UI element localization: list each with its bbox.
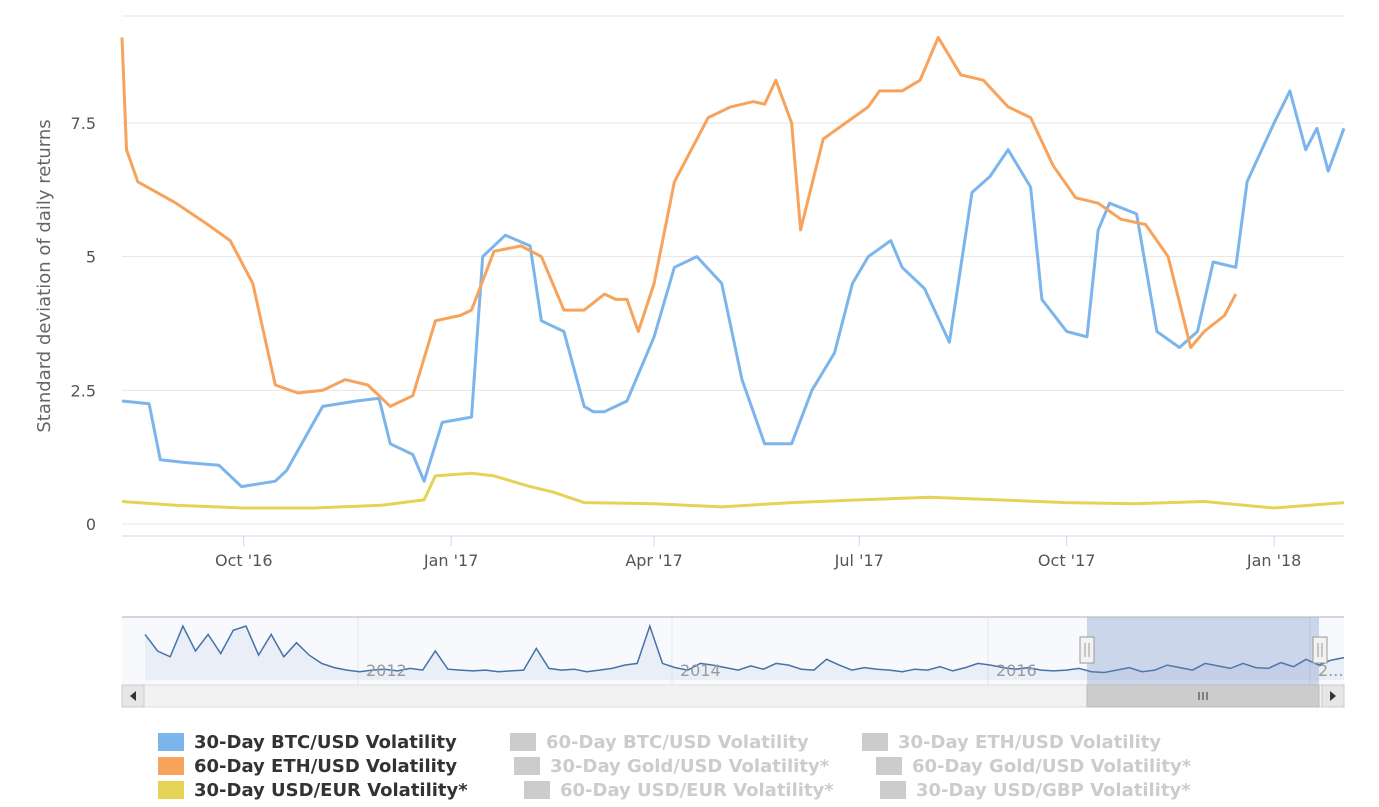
navigator-line	[144, 623, 1345, 674]
legend-swatch	[158, 733, 184, 751]
legend-label: 60-Day BTC/USD Volatility	[546, 732, 809, 753]
legend-label: 30-Day BTC/USD Volatility	[194, 732, 457, 753]
legend-item[interactable]: 60-Day USD/EUR Volatility*	[524, 780, 834, 801]
legend-label: 30-Day USD/EUR Volatility*	[194, 780, 468, 801]
x-tick-label: Jul '17	[834, 551, 884, 570]
y-tick-label: 2.5	[71, 381, 96, 400]
x-tick-label: Jan '17	[423, 551, 479, 570]
arrow-left-icon	[130, 691, 136, 701]
navigator-handle-left[interactable]	[1079, 636, 1095, 664]
scrollbar-grip-icon	[1198, 692, 1208, 700]
legend-label: 60-Day Gold/USD Volatility*	[912, 756, 1192, 777]
navigator-area	[145, 626, 1344, 680]
legend-swatch	[514, 757, 540, 775]
navigator-label: 2016	[996, 661, 1037, 680]
legend-swatch	[158, 781, 184, 799]
scroll-right-button[interactable]	[1321, 684, 1345, 708]
legend-swatch	[510, 733, 536, 751]
legend: 30-Day BTC/USD Volatility 60-Day BTC/USD …	[158, 732, 1192, 801]
x-tick-label: Apr '17	[625, 551, 683, 570]
series-line[interactable]	[121, 471, 1345, 510]
x-tick-label: Oct '16	[215, 551, 273, 570]
scrollbar[interactable]	[121, 684, 1345, 708]
legend-label: 60-Day USD/EUR Volatility*	[560, 780, 834, 801]
navigator-gridlines	[357, 617, 1311, 685]
legend-label: 30-Day Gold/USD Volatility*	[550, 756, 830, 777]
navigator[interactable]: 2012 2014 2016 2...	[121, 616, 1345, 708]
series-line[interactable]	[121, 89, 1346, 489]
y-tick-label: 5	[86, 248, 96, 267]
legend-swatch	[158, 757, 184, 775]
legend-item[interactable]: 60-Day ETH/USD Volatility	[158, 756, 457, 777]
legend-label: 60-Day ETH/USD Volatility	[194, 756, 457, 777]
navigator-label: 2014	[680, 661, 721, 680]
x-tick-label: Oct '17	[1038, 551, 1096, 570]
x-axis-ticks: Oct '16 Jan '17 Apr '17 Jul '17 Oct '17 Jan '…	[215, 536, 1301, 570]
x-tick-label: Jan '18	[1246, 551, 1302, 570]
legend-item[interactable]: 60-Day BTC/USD Volatility	[510, 732, 809, 753]
navigator-handle-right[interactable]	[1312, 636, 1328, 664]
legend-item[interactable]: 60-Day Gold/USD Volatility*	[876, 756, 1192, 777]
arrow-right-icon	[1330, 691, 1336, 701]
y-axis-title: Standard deviation of daily returns	[34, 119, 55, 432]
legend-item[interactable]: 30-Day USD/GBP Volatility*	[880, 780, 1191, 801]
navigator-label: 2012	[366, 661, 407, 680]
legend-item[interactable]: 30-Day ETH/USD Volatility	[862, 732, 1161, 753]
legend-item[interactable]: 30-Day Gold/USD Volatility*	[514, 756, 830, 777]
legend-swatch	[876, 757, 902, 775]
legend-label: 30-Day USD/GBP Volatility*	[916, 780, 1191, 801]
navigator-labels: 2012 2014 2016 2...	[366, 661, 1343, 680]
legend-item[interactable]: 30-Day USD/EUR Volatility*	[158, 780, 468, 801]
legend-swatch	[862, 733, 888, 751]
legend-swatch	[880, 781, 906, 799]
legend-swatch	[524, 781, 550, 799]
navigator-label: 2...	[1318, 661, 1343, 680]
plot-gridlines	[122, 15, 1344, 525]
navigator-selected-range[interactable]	[1087, 617, 1319, 685]
scroll-left-button[interactable]	[121, 684, 145, 708]
legend-item[interactable]: 30-Day BTC/USD Volatility	[158, 732, 457, 753]
y-axis-ticks: 0 2.5 5 7.5	[71, 114, 96, 534]
y-tick-label: 0	[86, 515, 96, 534]
series-lines	[120, 35, 1346, 510]
navigator-background	[122, 617, 1344, 685]
legend-label: 30-Day ETH/USD Volatility	[898, 732, 1161, 753]
y-tick-label: 7.5	[71, 114, 96, 133]
series-line[interactable]	[120, 35, 1238, 408]
